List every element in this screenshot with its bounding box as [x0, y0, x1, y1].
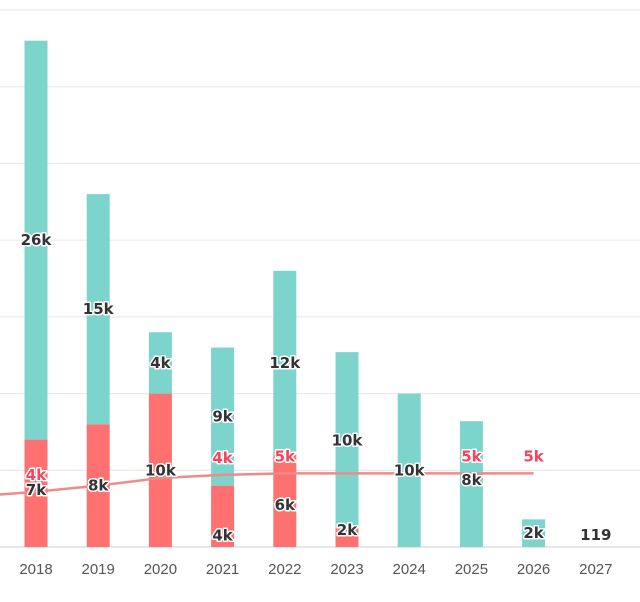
x-tick-label: 2024	[393, 561, 426, 578]
bar-segment	[211, 347, 235, 486]
bar-segment	[335, 352, 359, 529]
data-label: 119	[580, 526, 611, 544]
data-label: 2k	[523, 524, 544, 542]
bars	[24, 40, 546, 547]
bar-segment	[86, 194, 110, 425]
x-tick-label: 2019	[82, 561, 115, 578]
data-label: 26k	[21, 231, 53, 249]
bar-segment	[273, 270, 297, 455]
bar-segment	[459, 421, 483, 547]
line-label: 4k	[26, 466, 47, 484]
data-label: 8k	[461, 471, 482, 489]
x-tick-label: 2026	[517, 561, 550, 578]
bar-segment	[211, 485, 235, 547]
line-label: 5k	[275, 447, 296, 465]
data-label: 6k	[275, 496, 296, 514]
line-label: 5k	[523, 447, 544, 465]
bar-segment	[273, 454, 297, 547]
x-tick-label: 2022	[268, 561, 301, 578]
line-path	[0, 472, 534, 496]
data-label: 4k	[212, 527, 233, 545]
data-labels: 7k 26k 8k 15k 10k 4k 4k 9k 6k 12k 2k 10k 10k 8k 2k 119 4…	[19, 230, 613, 546]
x-tick-label: 2018	[19, 561, 52, 578]
data-label: 4k	[150, 354, 171, 372]
line-label: 5k	[461, 447, 482, 465]
line-label: 4k	[212, 449, 233, 467]
x-tick-label: 2020	[144, 561, 177, 578]
x-tick-label: 2021	[206, 561, 239, 578]
x-tick-label: 2023	[330, 561, 363, 578]
data-label: 8k	[88, 477, 109, 495]
bar-segment	[397, 393, 421, 547]
bar-segment	[148, 393, 172, 547]
bar-segment	[522, 519, 546, 547]
data-label: 12k	[269, 354, 301, 372]
data-label: 10k	[332, 431, 364, 449]
data-label: 7k	[26, 481, 47, 499]
x-tick-label: 2025	[455, 561, 488, 578]
x-tick-label: 2027	[579, 561, 612, 578]
data-label: 9k	[212, 408, 233, 426]
data-label: 2k	[337, 521, 358, 539]
data-label: 10k	[394, 461, 426, 479]
data-label: 10k	[145, 461, 177, 479]
bar-segment	[24, 439, 48, 547]
bar-segment	[335, 528, 359, 547]
bar-segment	[148, 332, 172, 394]
data-label: 15k	[83, 300, 115, 318]
x-axis: 2018 2019 2020 2021 2022 2023 2024 2025 2026 2027	[19, 561, 612, 578]
trend-line	[0, 472, 534, 496]
bar-segment	[24, 40, 48, 440]
